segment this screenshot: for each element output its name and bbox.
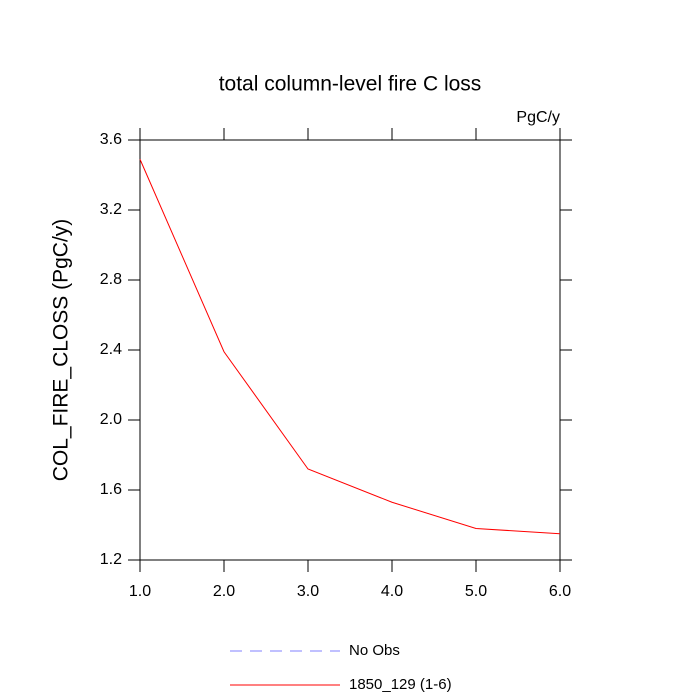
- x-tick-label: 1.0: [129, 583, 151, 600]
- chart-title: total column-level fire C loss: [219, 73, 482, 96]
- y-tick-label: 2.0: [100, 411, 122, 428]
- legend-label: 1850_129 (1-6): [349, 676, 452, 693]
- y-axis-label: COL_FIRE_CLOSS (PgC/y): [50, 219, 73, 482]
- y-tick-label: 2.8: [100, 271, 122, 288]
- legend-label: No Obs: [349, 642, 400, 659]
- y-tick-label: 2.4: [100, 341, 122, 358]
- y-tick-label: 3.6: [100, 131, 122, 148]
- x-tick-label: 3.0: [297, 583, 319, 600]
- y-tick-label: 1.6: [100, 481, 122, 498]
- x-tick-label: 5.0: [465, 583, 487, 600]
- series-line: [139, 159, 561, 535]
- y-tick-label: 1.2: [100, 551, 122, 568]
- units-label: PgC/y: [516, 109, 560, 126]
- x-tick-label: 6.0: [549, 583, 571, 600]
- x-tick-label: 2.0: [213, 583, 235, 600]
- x-tick-label: 4.0: [381, 583, 403, 600]
- y-tick-label: 3.2: [100, 201, 122, 218]
